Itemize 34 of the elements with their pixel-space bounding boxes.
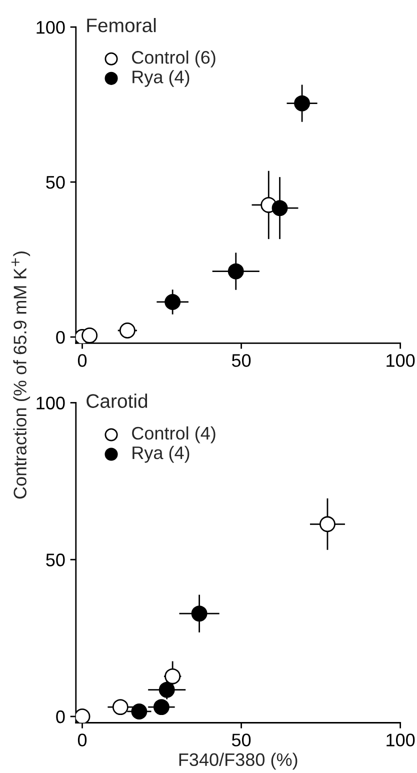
- x-tick-label: 50: [232, 734, 251, 746]
- legend-label: Rya (4): [132, 446, 190, 463]
- point: [153, 699, 170, 716]
- chart-title: Femoral: [87, 18, 156, 32]
- legend-label: Control (4): [132, 426, 216, 444]
- point: [294, 95, 310, 112]
- chart-title: Carotid: [86, 394, 148, 408]
- legend-label: Control (6): [132, 50, 216, 68]
- x-axis-title: F340/F380 (%): [179, 752, 298, 770]
- point: [158, 682, 175, 698]
- y-tick-label: 50: [46, 176, 65, 189]
- x-tick-label: 0: [78, 734, 87, 746]
- point: [228, 263, 244, 280]
- x-tick-label: 100: [386, 354, 415, 367]
- point: [272, 200, 288, 216]
- point: [76, 708, 90, 723]
- point: [131, 703, 148, 720]
- y-tick-label: 0: [56, 710, 65, 724]
- y-axis-title: Contraction (% of 65.9 mM K$^{+}$): [11, 252, 30, 499]
- x-tick-label: 50: [232, 354, 251, 367]
- point: [164, 294, 181, 310]
- x-tick-label: 0: [78, 354, 87, 367]
- point: [320, 516, 336, 532]
- y-tick-label: 0: [56, 330, 65, 344]
- point: [119, 322, 136, 338]
- point: [112, 699, 128, 716]
- y-tick-label: 50: [46, 554, 65, 566]
- y-tick-label: 100: [36, 396, 65, 410]
- legend-label: Rya (4): [132, 70, 190, 87]
- point: [164, 668, 181, 684]
- point: [82, 327, 98, 344]
- y-tick-label: 100: [36, 20, 65, 34]
- point: [191, 606, 208, 622]
- x-tick-label: 100: [386, 734, 415, 746]
